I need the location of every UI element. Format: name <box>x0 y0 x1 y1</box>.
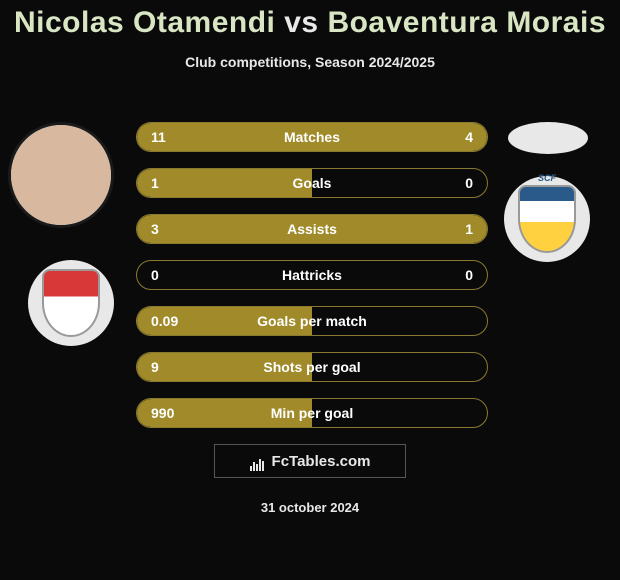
date: 31 october 2024 <box>0 500 620 515</box>
title-player2: Boaventura Morais <box>327 6 606 39</box>
stat-row: 00Hattricks <box>136 260 488 290</box>
stat-label: Assists <box>137 215 487 243</box>
player2-club-badge <box>504 176 590 262</box>
brand-name: FcTables.com <box>272 453 371 470</box>
stat-label: Shots per goal <box>137 353 487 381</box>
bars-icon <box>250 454 266 468</box>
stat-row: 9Shots per goal <box>136 352 488 382</box>
title-vs: vs <box>275 6 327 39</box>
stat-row: 10Goals <box>136 168 488 198</box>
subtitle: Club competitions, Season 2024/2025 <box>0 54 620 70</box>
stat-label: Hattricks <box>137 261 487 289</box>
title-player1: Nicolas Otamendi <box>14 6 275 39</box>
player1-club-badge <box>28 260 114 346</box>
page-title: Nicolas Otamendi vs Boaventura Morais <box>0 0 620 40</box>
stat-label: Min per goal <box>137 399 487 427</box>
player2-avatar <box>508 122 588 154</box>
stat-row: 114Matches <box>136 122 488 152</box>
player-photo-placeholder <box>11 125 111 225</box>
stat-row: 990Min per goal <box>136 398 488 428</box>
stat-label: Matches <box>137 123 487 151</box>
stat-row: 31Assists <box>136 214 488 244</box>
stat-label: Goals per match <box>137 307 487 335</box>
scf-crest-icon <box>518 185 576 253</box>
comparison-card: Nicolas Otamendi vs Boaventura Morais Cl… <box>0 0 620 580</box>
benfica-crest-icon <box>42 269 100 337</box>
player1-avatar <box>8 122 114 228</box>
stat-row: 0.09Goals per match <box>136 306 488 336</box>
stat-rows: 114Matches 10Goals 31Assists 00Hattricks 0.0… <box>136 122 488 444</box>
brand-box: FcTables.com <box>214 444 406 478</box>
stat-label: Goals <box>137 169 487 197</box>
